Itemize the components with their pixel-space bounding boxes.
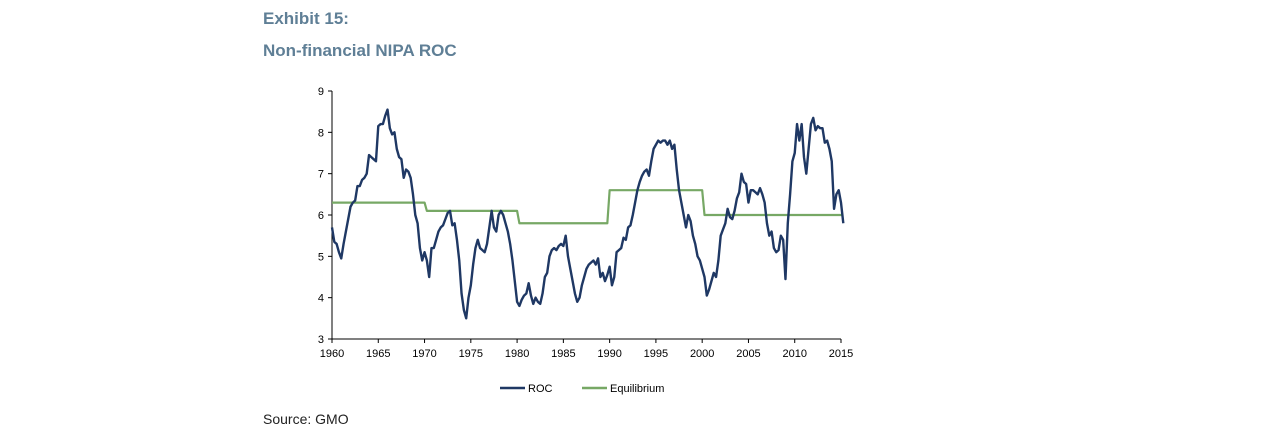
x-tick-label: 1975 [459, 348, 483, 360]
legend-roc-label: ROC [528, 383, 553, 395]
y-tick-label: 7 [318, 169, 324, 181]
x-tick-label: 2005 [736, 348, 760, 360]
x-tick-label: 1960 [320, 348, 344, 360]
series-layer [330, 108, 845, 320]
exhibit-label: Exhibit 15: [263, 9, 349, 28]
x-tick-label: 2015 [829, 348, 853, 360]
x-axis-tick-labels: 1960 1965 1970 1975 1980 1985 1990 1995 2000 2005… [320, 348, 853, 360]
y-tick-label: 8 [318, 127, 324, 139]
y-tick-label: 9 [318, 86, 324, 98]
x-tick-label: 1970 [412, 348, 436, 360]
x-tick-label: 1995 [644, 348, 668, 360]
y-tick-label: 4 [318, 293, 324, 305]
y-tick-label: 6 [318, 210, 324, 222]
chart-axes [328, 90, 842, 343]
chart-title: Non-financial NIPA ROC [263, 41, 457, 60]
x-tick-label: 1990 [597, 348, 621, 360]
legend: ROC Equilibrium [500, 383, 664, 395]
x-tick-label: 2010 [782, 348, 806, 360]
x-tick-label: 1985 [551, 348, 575, 360]
x-tick-label: 2000 [690, 348, 714, 360]
y-tick-label: 5 [318, 251, 324, 263]
legend-equilibrium-label: Equilibrium [610, 383, 664, 395]
roc-series-line [330, 108, 845, 320]
y-tick-label: 3 [318, 334, 324, 346]
y-axis-tick-labels: 3 4 5 6 7 8 9 [318, 86, 324, 346]
x-tick-label: 1965 [366, 348, 390, 360]
source-note: Source: GMO [263, 411, 349, 427]
equilibrium-series-line [332, 189, 844, 225]
x-tick-label: 1980 [505, 348, 529, 360]
